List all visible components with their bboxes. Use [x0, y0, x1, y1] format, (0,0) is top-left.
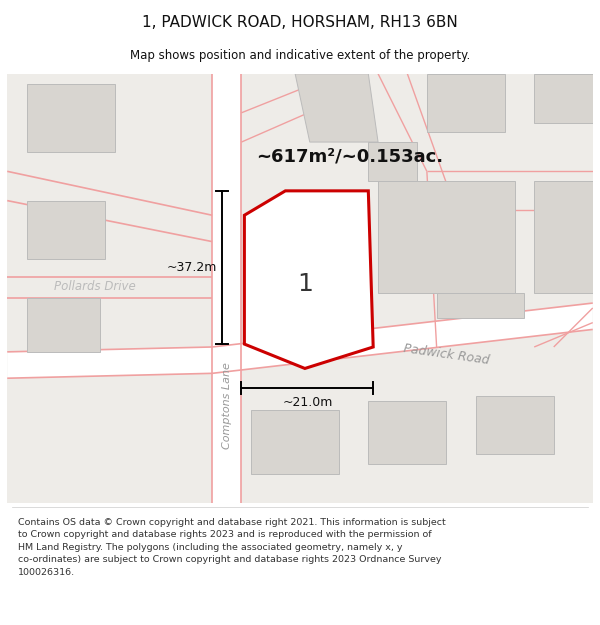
Polygon shape [476, 396, 554, 454]
Text: Map shows position and indicative extent of the property.: Map shows position and indicative extent… [130, 49, 470, 62]
Polygon shape [378, 181, 515, 293]
Text: ~37.2m: ~37.2m [167, 261, 217, 274]
Polygon shape [368, 401, 446, 464]
Text: Comptons Lane: Comptons Lane [222, 362, 232, 449]
Text: 1, PADWICK ROAD, HORSHAM, RH13 6BN: 1, PADWICK ROAD, HORSHAM, RH13 6BN [142, 14, 458, 29]
Polygon shape [368, 142, 417, 181]
Text: Pollards Drive: Pollards Drive [54, 280, 136, 293]
Polygon shape [534, 181, 593, 293]
Polygon shape [244, 191, 373, 369]
Text: 1: 1 [297, 271, 313, 296]
Polygon shape [27, 201, 105, 259]
Text: ~21.0m: ~21.0m [282, 396, 332, 409]
Polygon shape [437, 293, 524, 318]
Polygon shape [266, 239, 329, 322]
Polygon shape [7, 303, 593, 378]
Polygon shape [27, 84, 115, 152]
Text: Padwick Road: Padwick Road [403, 342, 490, 367]
Text: Contains OS data © Crown copyright and database right 2021. This information is : Contains OS data © Crown copyright and d… [18, 518, 446, 577]
Text: ~617m²/~0.153ac.: ~617m²/~0.153ac. [256, 148, 443, 166]
Polygon shape [427, 74, 505, 132]
Polygon shape [212, 74, 241, 503]
Polygon shape [534, 74, 593, 122]
Polygon shape [27, 298, 100, 352]
Polygon shape [251, 411, 339, 474]
Polygon shape [295, 74, 378, 142]
